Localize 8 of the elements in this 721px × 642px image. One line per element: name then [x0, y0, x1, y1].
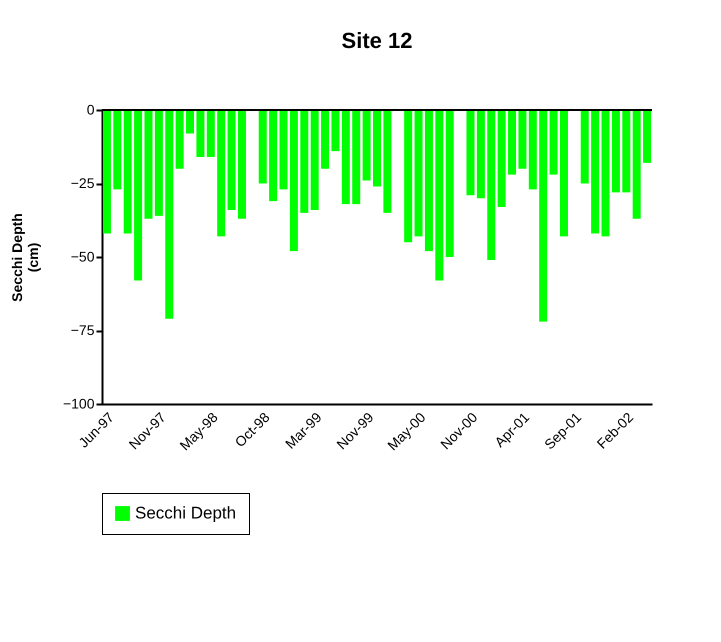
y-tick-label: −50: [70, 248, 95, 264]
legend-label: Secchi Depth: [135, 504, 236, 522]
y-tick-label: −100: [62, 396, 95, 412]
chart-title: Site 12: [342, 28, 412, 53]
y-tick-label: −25: [70, 175, 95, 191]
y-tick-label: 0: [86, 102, 95, 118]
y-tick-label: −75: [70, 322, 95, 338]
y-axis-title: Secchi Depth (cm): [8, 213, 41, 302]
